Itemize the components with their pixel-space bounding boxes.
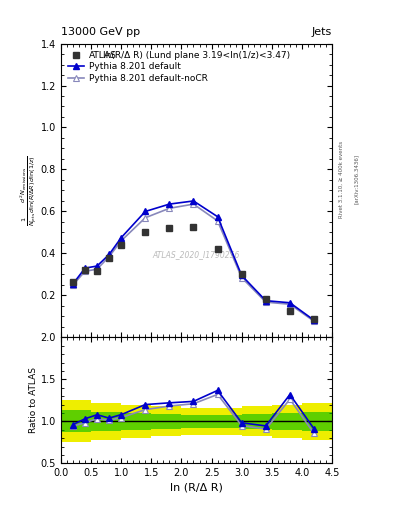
Pythia 8.201 default-noCR — [83, 268, 87, 274]
Pythia 8.201 default-noCR — [119, 238, 123, 244]
Y-axis label: $\frac{1}{N_{\mathrm{jets}}}\frac{d^2 N_{\mathrm{emissions}}}{d\ln(R/\Delta R)\,: $\frac{1}{N_{\mathrm{jets}}}\frac{d^2 N_… — [18, 155, 39, 226]
Pythia 8.201 default-noCR — [288, 301, 292, 307]
Text: 13000 GeV pp: 13000 GeV pp — [61, 27, 140, 37]
Pythia 8.201 default-noCR — [191, 201, 196, 207]
Text: ATLAS_2020_I1790256: ATLAS_2020_I1790256 — [153, 250, 240, 260]
Pythia 8.201 default — [167, 201, 172, 207]
ATLAS — [215, 246, 220, 252]
Line: Pythia 8.201 default: Pythia 8.201 default — [70, 198, 317, 323]
ATLAS — [107, 254, 112, 261]
Text: [arXiv:1306.3436]: [arXiv:1306.3436] — [354, 154, 359, 204]
Pythia 8.201 default — [215, 214, 220, 220]
ATLAS — [95, 268, 99, 274]
Legend: ATLAS, Pythia 8.201 default, Pythia 8.201 default-noCR: ATLAS, Pythia 8.201 default, Pythia 8.20… — [65, 48, 211, 86]
Text: Rivet 3.1.10, ≥ 400k events: Rivet 3.1.10, ≥ 400k events — [339, 141, 344, 218]
Pythia 8.201 default — [95, 263, 99, 269]
Pythia 8.201 default — [191, 198, 196, 204]
Pythia 8.201 default-noCR — [167, 205, 172, 211]
Pythia 8.201 default — [288, 300, 292, 306]
Pythia 8.201 default — [312, 317, 316, 323]
Pythia 8.201 default-noCR — [263, 299, 268, 305]
ATLAS — [167, 225, 172, 231]
Y-axis label: Ratio to ATLAS: Ratio to ATLAS — [29, 368, 38, 433]
X-axis label: ln (R/Δ R): ln (R/Δ R) — [170, 482, 223, 493]
Text: Jets: Jets — [312, 27, 332, 37]
ATLAS — [239, 271, 244, 278]
Pythia 8.201 default — [83, 265, 87, 271]
ATLAS — [312, 315, 316, 322]
Line: ATLAS: ATLAS — [70, 224, 317, 322]
ATLAS — [143, 229, 148, 236]
Pythia 8.201 default — [239, 272, 244, 279]
Line: Pythia 8.201 default-noCR: Pythia 8.201 default-noCR — [70, 201, 317, 324]
Pythia 8.201 default-noCR — [143, 215, 148, 221]
Pythia 8.201 default-noCR — [312, 318, 316, 324]
ATLAS — [83, 267, 87, 273]
ATLAS — [191, 224, 196, 230]
Pythia 8.201 default — [119, 234, 123, 241]
ATLAS — [263, 295, 268, 302]
Pythia 8.201 default — [143, 208, 148, 215]
Pythia 8.201 default-noCR — [71, 282, 75, 288]
Pythia 8.201 default-noCR — [107, 253, 112, 260]
Text: ln(R/Δ R) (Lund plane 3.19<ln(1/z)<3.47): ln(R/Δ R) (Lund plane 3.19<ln(1/z)<3.47) — [103, 51, 290, 60]
ATLAS — [288, 308, 292, 314]
Pythia 8.201 default — [263, 297, 268, 304]
Pythia 8.201 default-noCR — [95, 266, 99, 272]
Pythia 8.201 default — [71, 281, 75, 287]
ATLAS — [71, 279, 75, 285]
Pythia 8.201 default-noCR — [239, 274, 244, 281]
Pythia 8.201 default-noCR — [215, 218, 220, 224]
ATLAS — [119, 242, 123, 248]
Pythia 8.201 default — [107, 251, 112, 258]
